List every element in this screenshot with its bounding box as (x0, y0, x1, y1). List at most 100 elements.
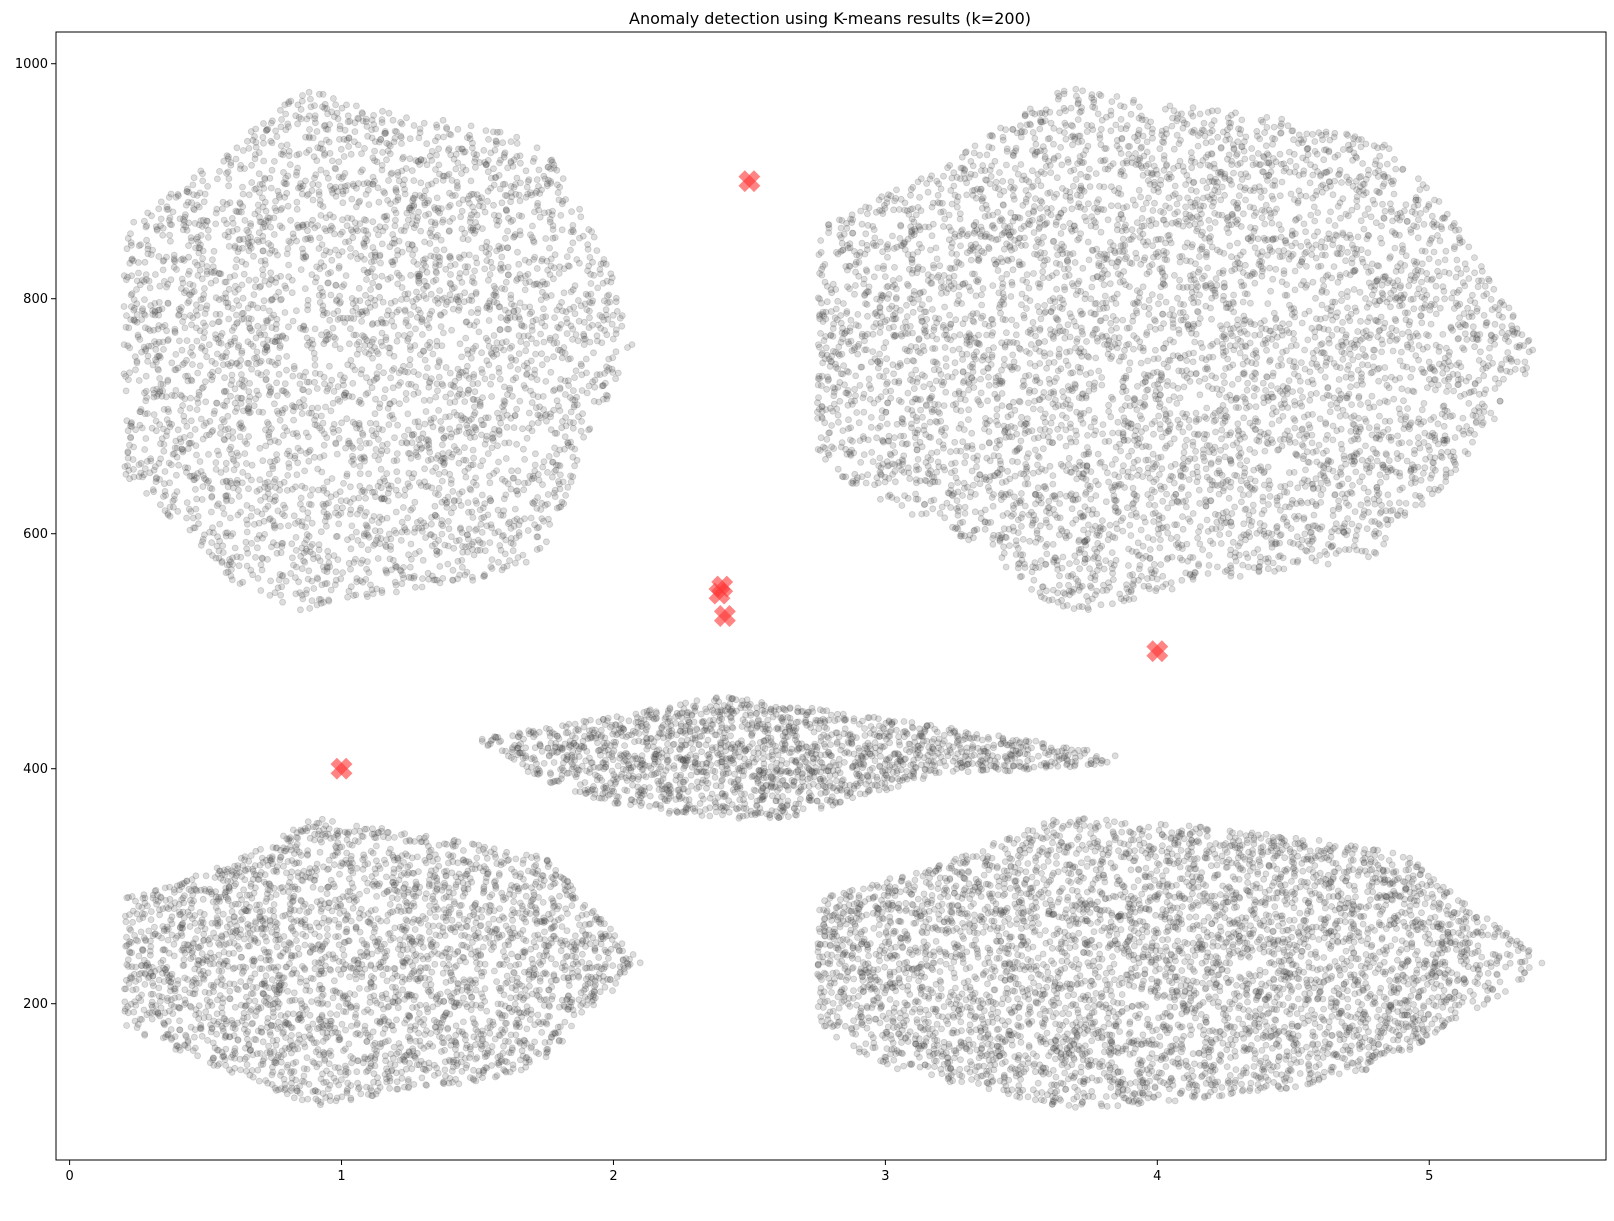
data-point (165, 217, 173, 224)
data-point (331, 581, 339, 589)
data-point (484, 168, 492, 176)
data-point (236, 433, 244, 441)
data-point (232, 155, 240, 163)
data-point (320, 441, 328, 449)
data-point (393, 450, 401, 458)
data-point (252, 554, 259, 561)
data-point (318, 241, 326, 249)
data-point (421, 420, 429, 428)
data-point (183, 188, 191, 196)
data-point (535, 206, 543, 214)
data-point (410, 390, 418, 398)
data-point (426, 396, 434, 404)
data-point (985, 373, 992, 381)
data-point (1339, 146, 1347, 153)
data-point (470, 373, 477, 381)
data-point (348, 442, 356, 450)
data-point (410, 303, 418, 310)
data-point (470, 279, 478, 287)
data-point (1306, 179, 1314, 187)
data-point (556, 385, 564, 393)
data-point (209, 320, 216, 328)
data-point (496, 375, 504, 383)
data-point (1386, 500, 1394, 507)
data-point (251, 155, 259, 163)
data-point (361, 235, 369, 243)
data-point (331, 509, 339, 517)
data-point (961, 459, 969, 467)
data-point (357, 559, 365, 567)
data-point (459, 163, 467, 171)
data-point (508, 300, 515, 308)
data-point (1442, 247, 1450, 255)
data-point (255, 170, 263, 178)
data-point (889, 276, 897, 284)
data-point (316, 557, 324, 565)
data-point (185, 439, 193, 447)
data-point (922, 510, 930, 517)
data-point (239, 294, 247, 302)
data-point (155, 253, 163, 260)
data-point (144, 250, 152, 258)
data-point (187, 508, 195, 515)
data-point (193, 261, 201, 269)
data-point (1101, 292, 1109, 300)
data-point (544, 180, 551, 188)
data-point (406, 361, 414, 369)
data-point (229, 219, 237, 227)
data-point (1019, 536, 1027, 543)
data-point (360, 532, 368, 540)
data-point (484, 187, 492, 195)
data-point (474, 309, 482, 317)
data-point (296, 380, 304, 388)
data-point (219, 401, 227, 409)
data-point (474, 305, 482, 313)
data-point (576, 205, 583, 213)
data-point (488, 524, 496, 532)
data-point (533, 533, 541, 541)
data-point (571, 462, 578, 470)
data-point (307, 221, 315, 228)
data-point (468, 508, 476, 516)
data-point (435, 406, 443, 414)
data-point (243, 528, 251, 536)
data-point (243, 226, 251, 234)
data-point (316, 298, 324, 306)
data-point (426, 338, 434, 346)
data-point (345, 143, 353, 150)
data-point (395, 177, 403, 185)
data-point (1242, 261, 1249, 269)
data-point (465, 417, 473, 425)
data-point (431, 502, 439, 510)
data-point (120, 303, 128, 310)
data-point (308, 409, 315, 417)
data-point (245, 276, 253, 284)
data-point (358, 366, 366, 374)
data-point (558, 226, 566, 234)
data-point (564, 262, 572, 270)
data-point (355, 180, 362, 187)
data-point (529, 222, 536, 230)
data-point (389, 231, 397, 238)
data-point (1258, 214, 1266, 222)
data-point (506, 344, 514, 352)
data-point (443, 125, 451, 133)
data-point (1354, 233, 1362, 241)
data-point (229, 428, 237, 436)
data-point (1390, 190, 1398, 198)
data-point (189, 282, 197, 289)
data-point (432, 276, 440, 284)
data-point (533, 339, 540, 347)
data-point (465, 428, 473, 436)
data-point (142, 387, 150, 395)
data-point (325, 362, 333, 370)
data-point (301, 484, 309, 492)
data-point (253, 348, 261, 356)
data-point (212, 331, 219, 339)
data-point (371, 452, 379, 460)
data-point (435, 161, 443, 169)
data-point (1190, 349, 1197, 357)
data-point (924, 188, 932, 196)
data-point (311, 416, 318, 424)
data-point (139, 305, 147, 313)
